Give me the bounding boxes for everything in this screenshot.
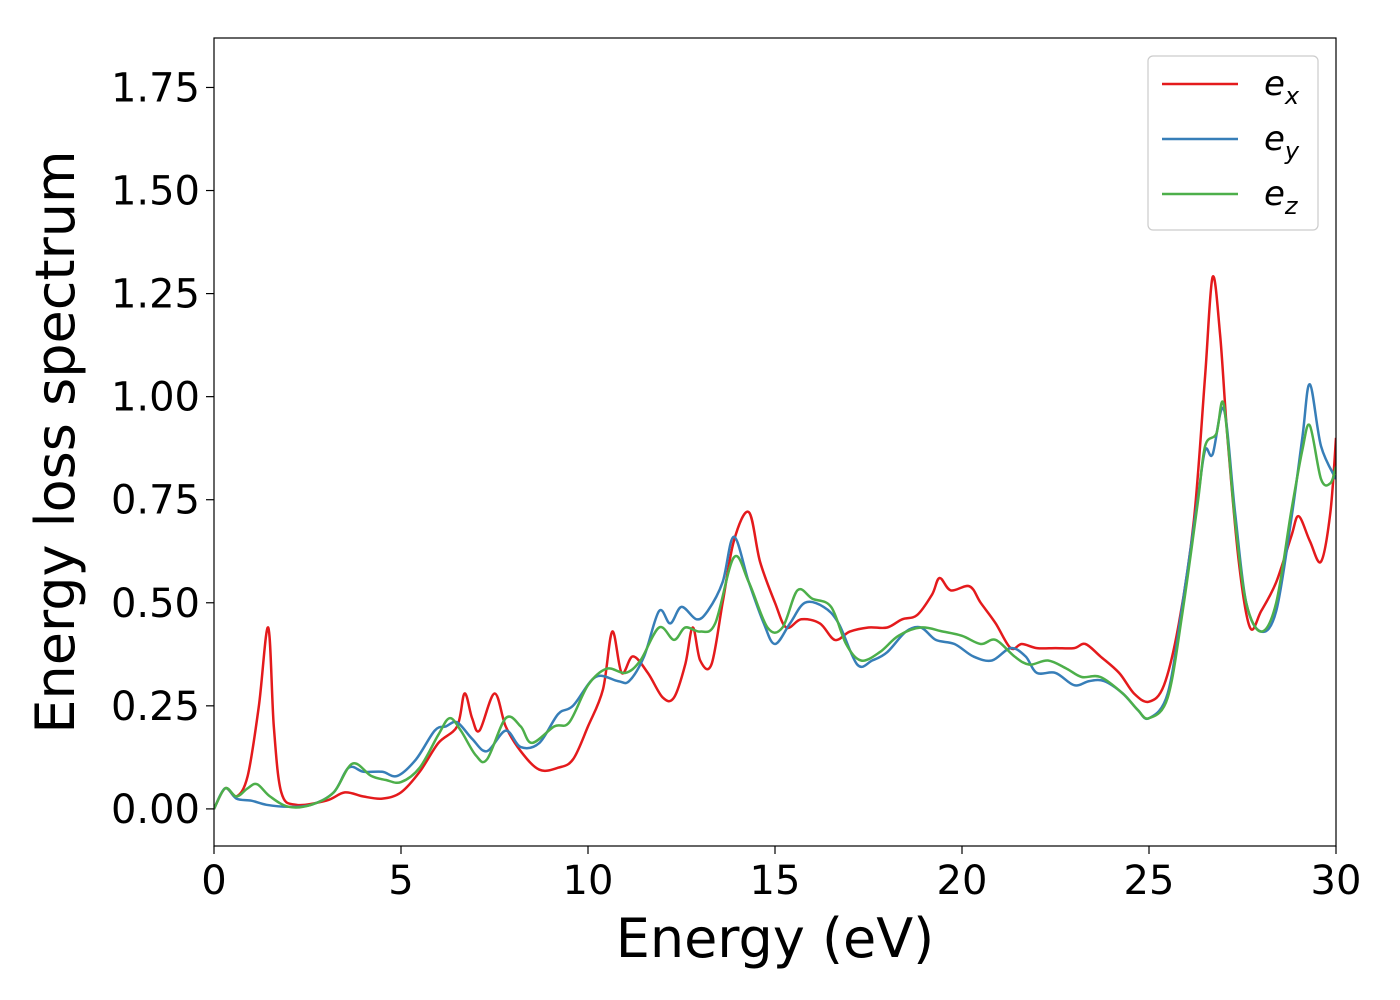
y-tick-label: 1.50 — [111, 169, 200, 215]
x-tick-label: 25 — [1124, 858, 1175, 904]
y-tick-label: 0.75 — [111, 478, 200, 524]
x-tick-label: 10 — [563, 858, 614, 904]
y-axis: 0.00 0.25 0.50 0.75 1.00 1.25 1.50 1.75 — [111, 65, 214, 833]
legend-label-subscript: x — [1284, 82, 1300, 110]
legend-label-base: e — [1264, 64, 1285, 104]
x-tick-label: 30 — [1311, 858, 1362, 904]
legend-label-x: ex — [1264, 64, 1300, 110]
legend-label-base: e — [1264, 174, 1285, 214]
y-tick-label: 0.25 — [111, 684, 200, 730]
y-tick-label: 0.00 — [111, 787, 200, 833]
y-tick-label: 1.00 — [111, 375, 200, 421]
x-tick-label: 5 — [388, 858, 413, 904]
x-tick-label: 20 — [937, 858, 988, 904]
series-layer — [214, 275, 1336, 810]
legend-label-subscript: z — [1284, 192, 1299, 220]
legend-box — [1147, 55, 1319, 231]
y-tick-label: 1.75 — [111, 65, 200, 111]
x-tick-label: 15 — [750, 858, 801, 904]
x-axis: 0 5 10 15 20 25 30 — [201, 846, 1361, 904]
legend-label-z: ez — [1264, 174, 1299, 220]
legend-label-base: e — [1264, 119, 1285, 159]
legend-label-subscript: y — [1284, 137, 1300, 165]
legend-label-y: ey — [1264, 119, 1300, 165]
series-line-z — [214, 400, 1336, 810]
y-tick-label: 0.50 — [111, 581, 200, 627]
y-axis-title: Energy loss spectrum — [24, 150, 87, 733]
x-tick-label: 0 — [201, 858, 226, 904]
y-tick-label: 1.25 — [111, 272, 200, 318]
x-axis-title: Energy (eV) — [616, 907, 935, 970]
